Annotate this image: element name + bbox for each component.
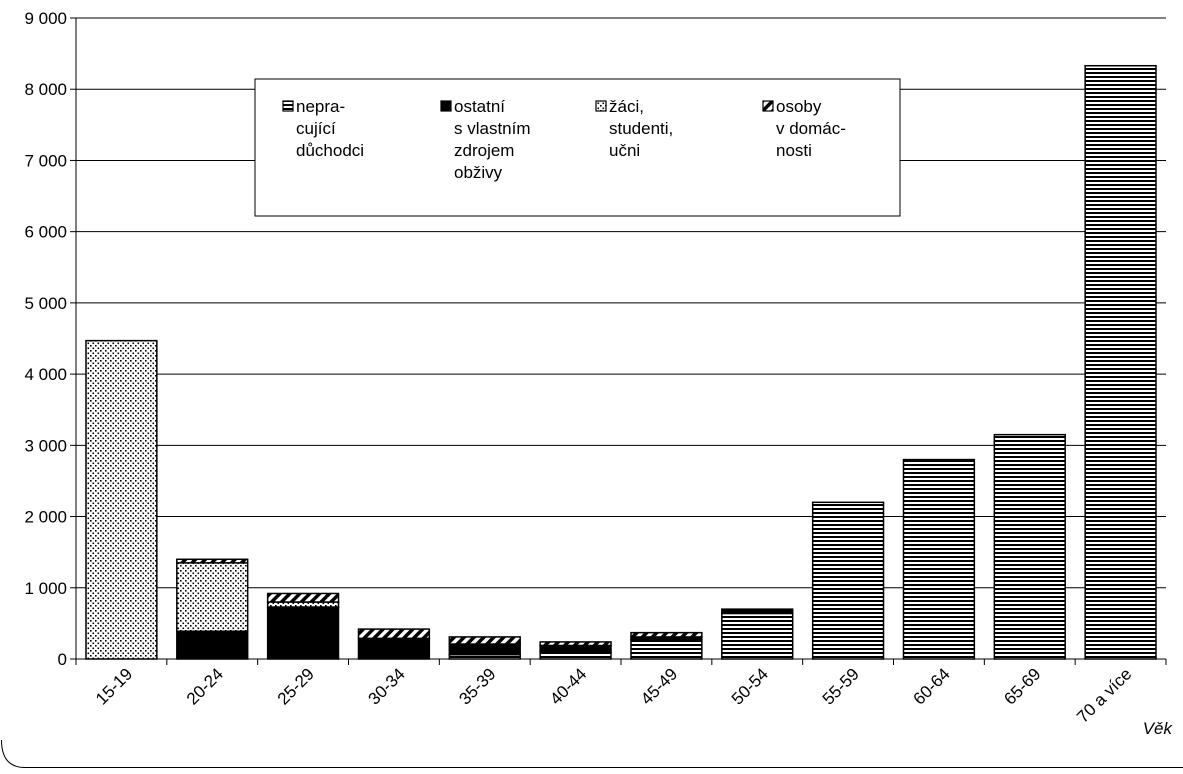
x-tick-label: 25-29: [274, 664, 318, 708]
y-tick-label: 1 000: [24, 579, 67, 598]
bar-segment-70-a-více-s0: [1085, 66, 1156, 659]
legend-swatch-2: [596, 101, 606, 111]
bar-segment-30-34-s3: [358, 629, 429, 638]
x-tick-label: 15-19: [92, 664, 136, 708]
legend-label-line: v domác-: [776, 119, 846, 138]
bar-segment-40-44-s0: [540, 652, 611, 659]
x-tick-label: 65-69: [1000, 664, 1044, 708]
x-tick-label: 30-34: [365, 664, 409, 708]
legend-label-line: cující: [296, 119, 336, 138]
legend-swatch-1: [441, 101, 451, 111]
y-tick-label: 6 000: [24, 223, 67, 242]
bar-segment-25-29-s3: [268, 593, 339, 602]
x-tick-label: 70 a více: [1073, 664, 1135, 726]
bar-segment-35-39-s1: [449, 644, 520, 655]
bar-segment-20-24-s2: [177, 563, 248, 631]
x-axis-ticks: 15-19 20-24 25-29 30-34 35-39 40-44 45-49 50-54…: [76, 659, 1166, 727]
legend-label-line: žáci,: [609, 97, 644, 116]
bar-segment-30-34-s1: [358, 638, 429, 659]
legend-label-line: učni: [609, 141, 640, 160]
legend-label-line: zdrojem: [454, 141, 514, 160]
bar-segment-55-59-s0: [813, 502, 884, 659]
bar-segment-60-64-s0: [903, 460, 974, 659]
legend-label-line: důchodci: [296, 141, 364, 160]
y-tick-label: 9 000: [24, 9, 67, 28]
legend-label-line: ostatní: [454, 97, 505, 116]
bar-segment-45-49-s0: [631, 640, 702, 659]
bar-segment-25-29-s1: [268, 607, 339, 659]
legend-label-line: s vlastním: [454, 119, 531, 138]
legend-swatch-3: [763, 101, 773, 111]
bar-segment-20-24-s3: [177, 559, 248, 563]
legend-label-line: nosti: [776, 141, 812, 160]
legend-label-line: nepra-: [296, 97, 345, 116]
x-tick-label: 60-64: [910, 664, 954, 708]
x-tick-label: 50-54: [728, 664, 772, 708]
x-tick-label: 40-44: [546, 664, 590, 708]
y-axis-ticks: 0 1 000 2 000 3 000 4 000 5 000 6 000 7 000 8 00…: [24, 9, 76, 669]
y-tick-label: 7 000: [24, 151, 67, 170]
y-tick-label: 8 000: [24, 80, 67, 99]
bar-segment-40-44-s3: [540, 642, 611, 646]
x-tick-label: 35-39: [455, 664, 499, 708]
frame-edge: [2, 740, 1183, 768]
y-tick-label: 2 000: [24, 508, 67, 527]
x-tick-label: 20-24: [183, 664, 227, 708]
y-tick-label: 4 000: [24, 365, 67, 384]
legend-label-line: osoby: [776, 97, 822, 116]
bar-segment-20-24-s1: [177, 631, 248, 659]
bar-segment-40-44-s1: [540, 645, 611, 651]
bar-segment-15-19-s2: [86, 341, 157, 659]
x-tick-label: 45-49: [637, 664, 681, 708]
legend-swatch-0: [283, 101, 293, 111]
y-tick-label: 5 000: [24, 294, 67, 313]
bar-segment-50-54-s0: [722, 613, 793, 659]
y-tick-label: 0: [58, 650, 67, 669]
bar-segment-45-49-s3: [631, 633, 702, 637]
legend: nepra-cující důchodci ostatní s vlastním zdr…: [255, 79, 900, 216]
bar-segment-50-54-s1: [722, 609, 793, 613]
x-tick-label: 55-59: [819, 664, 863, 708]
bar-segment-65-69-s0: [994, 435, 1065, 659]
legend-label-line: studenti,: [609, 119, 673, 138]
legend-label-line: obživy: [454, 163, 503, 182]
bar-segment-35-39-s3: [449, 637, 520, 644]
x-axis-label: Věk: [1143, 719, 1174, 738]
y-tick-label: 3 000: [24, 436, 67, 455]
